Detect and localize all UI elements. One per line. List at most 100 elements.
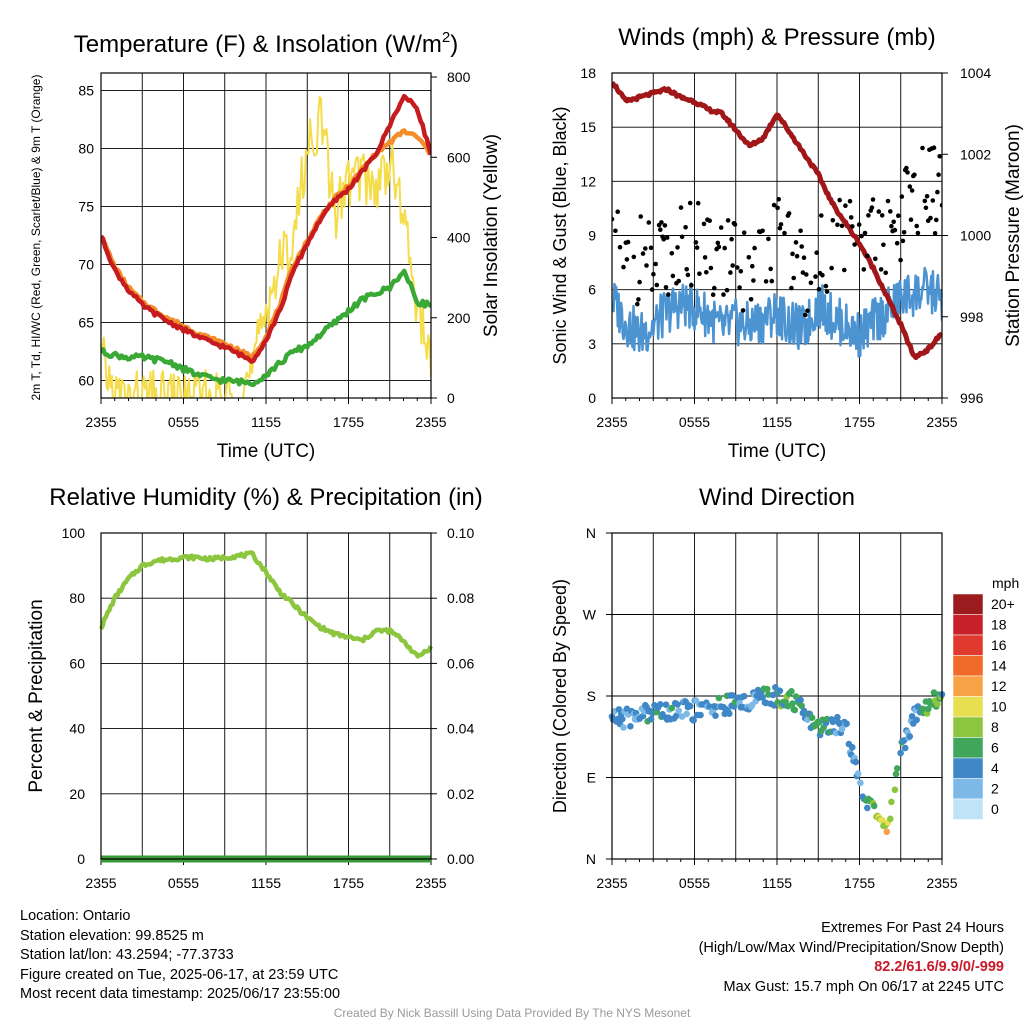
colorbar-swatch xyxy=(952,675,984,697)
sonic-wind-line xyxy=(612,266,942,358)
gust-point xyxy=(802,312,808,318)
wind-dir-point xyxy=(829,718,837,726)
y-tick-label: 80 xyxy=(69,590,85,606)
gust-point xyxy=(776,197,781,202)
wind-dir-point xyxy=(791,706,799,714)
colorbar-label: 18 xyxy=(991,617,1007,633)
x-tick-label: 1155 xyxy=(762,875,792,891)
gust-point xyxy=(892,227,898,233)
y-tick-label: 6 xyxy=(588,282,596,298)
y-tick-label: 0 xyxy=(588,390,596,406)
gust-point xyxy=(800,270,806,275)
gust-point xyxy=(728,270,733,275)
wind-dir-point xyxy=(726,710,733,717)
gust-point xyxy=(730,263,735,268)
latlon-text: Station lat/lon: 43.2594; -77.3733 xyxy=(20,947,234,963)
wind-dir-point xyxy=(913,716,920,724)
gust-point xyxy=(850,224,855,229)
x-tick-label: 2355 xyxy=(85,875,116,891)
wind-dir-point xyxy=(740,692,748,700)
gust-point xyxy=(766,236,771,242)
gust-point xyxy=(685,272,691,278)
y-tick-label: N xyxy=(586,525,596,541)
x-tick-label: 1755 xyxy=(333,414,364,430)
wind-dir-point xyxy=(934,700,941,708)
wind-dir-point xyxy=(854,770,862,777)
gust-point xyxy=(914,223,919,229)
y-right-tick-label: 200 xyxy=(447,310,471,326)
y-right-tick-label: 1002 xyxy=(960,146,991,162)
gust-point xyxy=(869,205,875,210)
colorbar-swatch xyxy=(952,696,984,718)
plot-border xyxy=(100,532,432,860)
y-axis-label: Percent & Precipitation xyxy=(26,599,47,792)
wind-dir-point xyxy=(864,804,871,812)
gust-point xyxy=(725,218,731,223)
gust-point xyxy=(839,223,845,229)
gust-point xyxy=(862,230,868,236)
gust-point xyxy=(928,215,933,221)
wind-dir-point xyxy=(906,733,914,740)
winds-panel: Winds (mph) & Pressure (mb) 2355 0555 1155 1… xyxy=(550,24,1024,462)
humidity-panel: Relative Humidity (%) & Precipitation (i… xyxy=(26,484,483,891)
gust-point xyxy=(718,225,724,230)
y-tick-label: 75 xyxy=(78,198,94,214)
colorbar-label: 4 xyxy=(991,760,999,776)
gust-point xyxy=(735,265,740,270)
wind-dir-point xyxy=(683,710,690,718)
y-tick-label: 65 xyxy=(78,315,94,331)
gust-point xyxy=(852,242,857,247)
extremes-panel: Extremes For Past 24 Hours (High/Low/Max… xyxy=(699,919,1004,997)
wind-dir-point xyxy=(789,700,796,707)
gust-point xyxy=(842,267,847,273)
gust-point xyxy=(923,205,929,211)
station-info: Location: Ontario Station elevation: 99.… xyxy=(20,907,340,1005)
x-axis-label: Time (UTC) xyxy=(217,441,316,462)
gust-point xyxy=(888,209,893,214)
gust-point xyxy=(899,194,905,199)
gust-point xyxy=(737,285,742,290)
gust-point xyxy=(646,220,652,225)
gust-point xyxy=(789,285,794,291)
gust-point xyxy=(763,279,769,284)
wind-dir-point xyxy=(888,798,895,806)
x-tick-label: 0555 xyxy=(168,414,199,430)
colorbar-label: 8 xyxy=(991,719,999,735)
wind-dir-point xyxy=(924,705,932,713)
gust-point xyxy=(707,218,712,223)
wind-dir-point xyxy=(887,815,894,823)
gust-point xyxy=(615,209,620,214)
extremes-subtitle: (High/Low/Max Wind/Precipitation/Snow De… xyxy=(698,939,1004,956)
gust-point xyxy=(799,244,804,249)
gust-point xyxy=(816,286,822,292)
colorbar: mph 20+ 18 16 14 12 10 8 6 4 2 0 xyxy=(952,575,1019,820)
gust-point xyxy=(663,285,669,290)
y-tick-label: 70 xyxy=(78,257,94,273)
gust-point xyxy=(798,228,803,234)
gust-point xyxy=(658,227,663,232)
colorbar-swatch xyxy=(952,778,984,800)
location-text: Location: Ontario xyxy=(20,908,131,924)
y-right-tick-label: 996 xyxy=(960,390,984,406)
wind-dir-point xyxy=(838,725,846,733)
y-tick-label: 80 xyxy=(78,140,94,156)
gust-point xyxy=(805,308,810,314)
wind-dir-point xyxy=(715,694,723,702)
wind-dir-point xyxy=(686,702,694,710)
colorbar-title: mph xyxy=(992,575,1019,591)
gust-point xyxy=(751,278,756,283)
colorbar-swatch xyxy=(952,798,984,820)
gust-point xyxy=(771,202,777,208)
gust-point xyxy=(856,222,862,227)
y-right-tick-label: 0 xyxy=(447,390,455,406)
gust-point xyxy=(664,235,670,240)
extremes-values: 82.2/61.6/9.9/0/-999 xyxy=(874,959,1004,975)
rh-line xyxy=(98,550,434,659)
y-tick-label: 0 xyxy=(77,851,85,867)
gust-point xyxy=(708,265,714,271)
gust-point xyxy=(801,255,807,260)
wind-dir-point xyxy=(675,707,682,715)
colorbar-label: 20+ xyxy=(991,596,1015,612)
gust-point xyxy=(624,257,630,262)
